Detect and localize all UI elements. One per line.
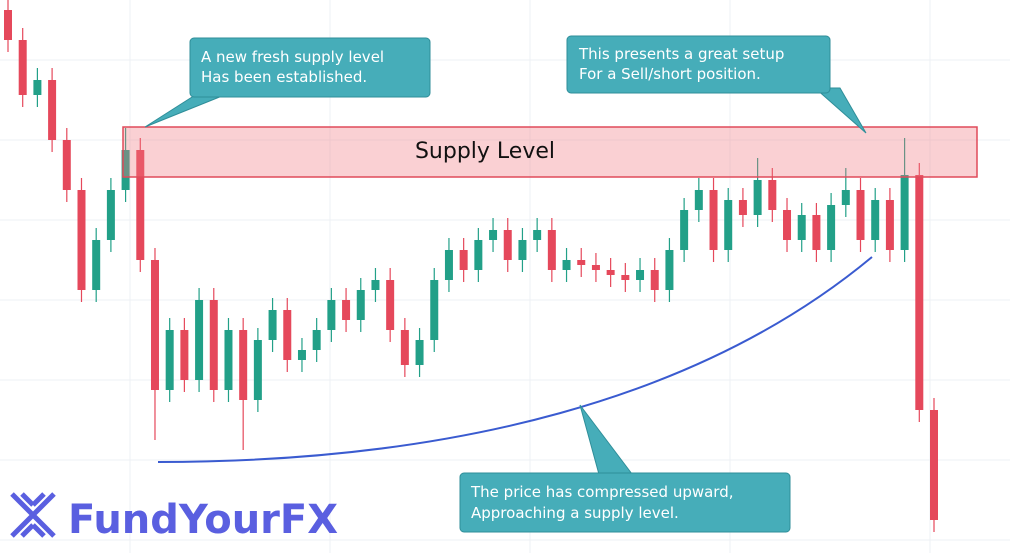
- candle-body: [165, 330, 174, 390]
- candle-body: [503, 230, 512, 260]
- candle-body: [768, 180, 777, 210]
- candle-body: [885, 200, 894, 250]
- candle-body: [268, 310, 277, 340]
- candle-body: [4, 10, 12, 40]
- trend-curve: [157, 256, 873, 463]
- candle-body: [386, 280, 395, 330]
- candle-body: [312, 330, 321, 350]
- candle-body: [400, 330, 409, 365]
- candle-body: [518, 240, 527, 260]
- candle-body: [856, 190, 865, 240]
- candle-body: [930, 410, 938, 520]
- candle-body: [283, 310, 292, 360]
- candle-body: [356, 290, 365, 320]
- callout: The price has compressed upward, Approac…: [459, 404, 791, 533]
- candle-body: [342, 300, 351, 320]
- candle-body: [900, 175, 909, 250]
- zone-label: Supply Level: [415, 139, 555, 164]
- candles: [4, 0, 938, 532]
- candle-body: [827, 205, 836, 250]
- candle-body: [606, 270, 615, 275]
- candle-body: [297, 350, 306, 360]
- candle-body: [209, 300, 218, 390]
- candle-body: [62, 140, 71, 190]
- candle-body: [459, 250, 468, 270]
- candle-body: [665, 250, 674, 290]
- candle-body: [841, 190, 850, 205]
- candle-body: [48, 80, 57, 140]
- candle-body: [444, 250, 453, 280]
- candle-body: [180, 330, 189, 380]
- candle-body: [753, 180, 762, 215]
- candle-body: [121, 150, 130, 190]
- candle-body: [724, 200, 733, 250]
- candle-body: [92, 240, 101, 290]
- candle-body: [709, 190, 718, 250]
- candle-body: [577, 260, 586, 265]
- candle-body: [150, 260, 159, 390]
- callout-text: For a Sell/short position.: [579, 65, 761, 83]
- candle-body: [489, 230, 498, 240]
- candle-body: [33, 80, 42, 95]
- candle-body: [18, 40, 27, 95]
- candle-body: [738, 200, 747, 215]
- candle-body: [415, 340, 424, 365]
- candle-body: [591, 265, 600, 270]
- candle-body: [694, 190, 703, 210]
- candle-body: [871, 200, 880, 240]
- candle-body: [915, 175, 924, 410]
- callout: This presents a great setup For a Sell/s…: [566, 35, 867, 134]
- candle-body: [195, 300, 204, 380]
- candle-body: [327, 300, 336, 330]
- candle-body: [533, 230, 542, 240]
- candle-body: [680, 210, 689, 250]
- candle-body: [547, 230, 556, 270]
- callout-text: A new fresh supply level: [201, 48, 384, 66]
- logo-icon: [10, 492, 56, 538]
- callout: A new fresh supply level Has been establ…: [144, 37, 431, 128]
- candle-body: [77, 190, 86, 290]
- candle-body: [239, 330, 248, 400]
- candle-body: [430, 280, 439, 340]
- callout-text: Has been established.: [201, 68, 367, 86]
- logo: FundYourFX: [10, 492, 338, 543]
- candle-body: [812, 215, 821, 250]
- candle-body: [371, 280, 380, 290]
- candle-body: [621, 275, 630, 280]
- candle-body: [562, 260, 571, 270]
- supply-zone: [122, 126, 978, 178]
- brand-name: FundYourFX: [68, 497, 338, 543]
- candle-body: [783, 210, 792, 240]
- candle-body: [106, 190, 115, 240]
- candle-body: [224, 330, 233, 390]
- candle-body: [636, 270, 645, 280]
- callout-text: Approaching a supply level.: [471, 504, 679, 522]
- candle-body: [650, 270, 659, 290]
- candle-body: [797, 215, 806, 240]
- callout-text: This presents a great setup: [578, 45, 784, 63]
- candle-body: [136, 150, 145, 260]
- candle-body: [474, 240, 483, 270]
- callout-text: The price has compressed upward,: [470, 483, 734, 501]
- candle-body: [253, 340, 262, 400]
